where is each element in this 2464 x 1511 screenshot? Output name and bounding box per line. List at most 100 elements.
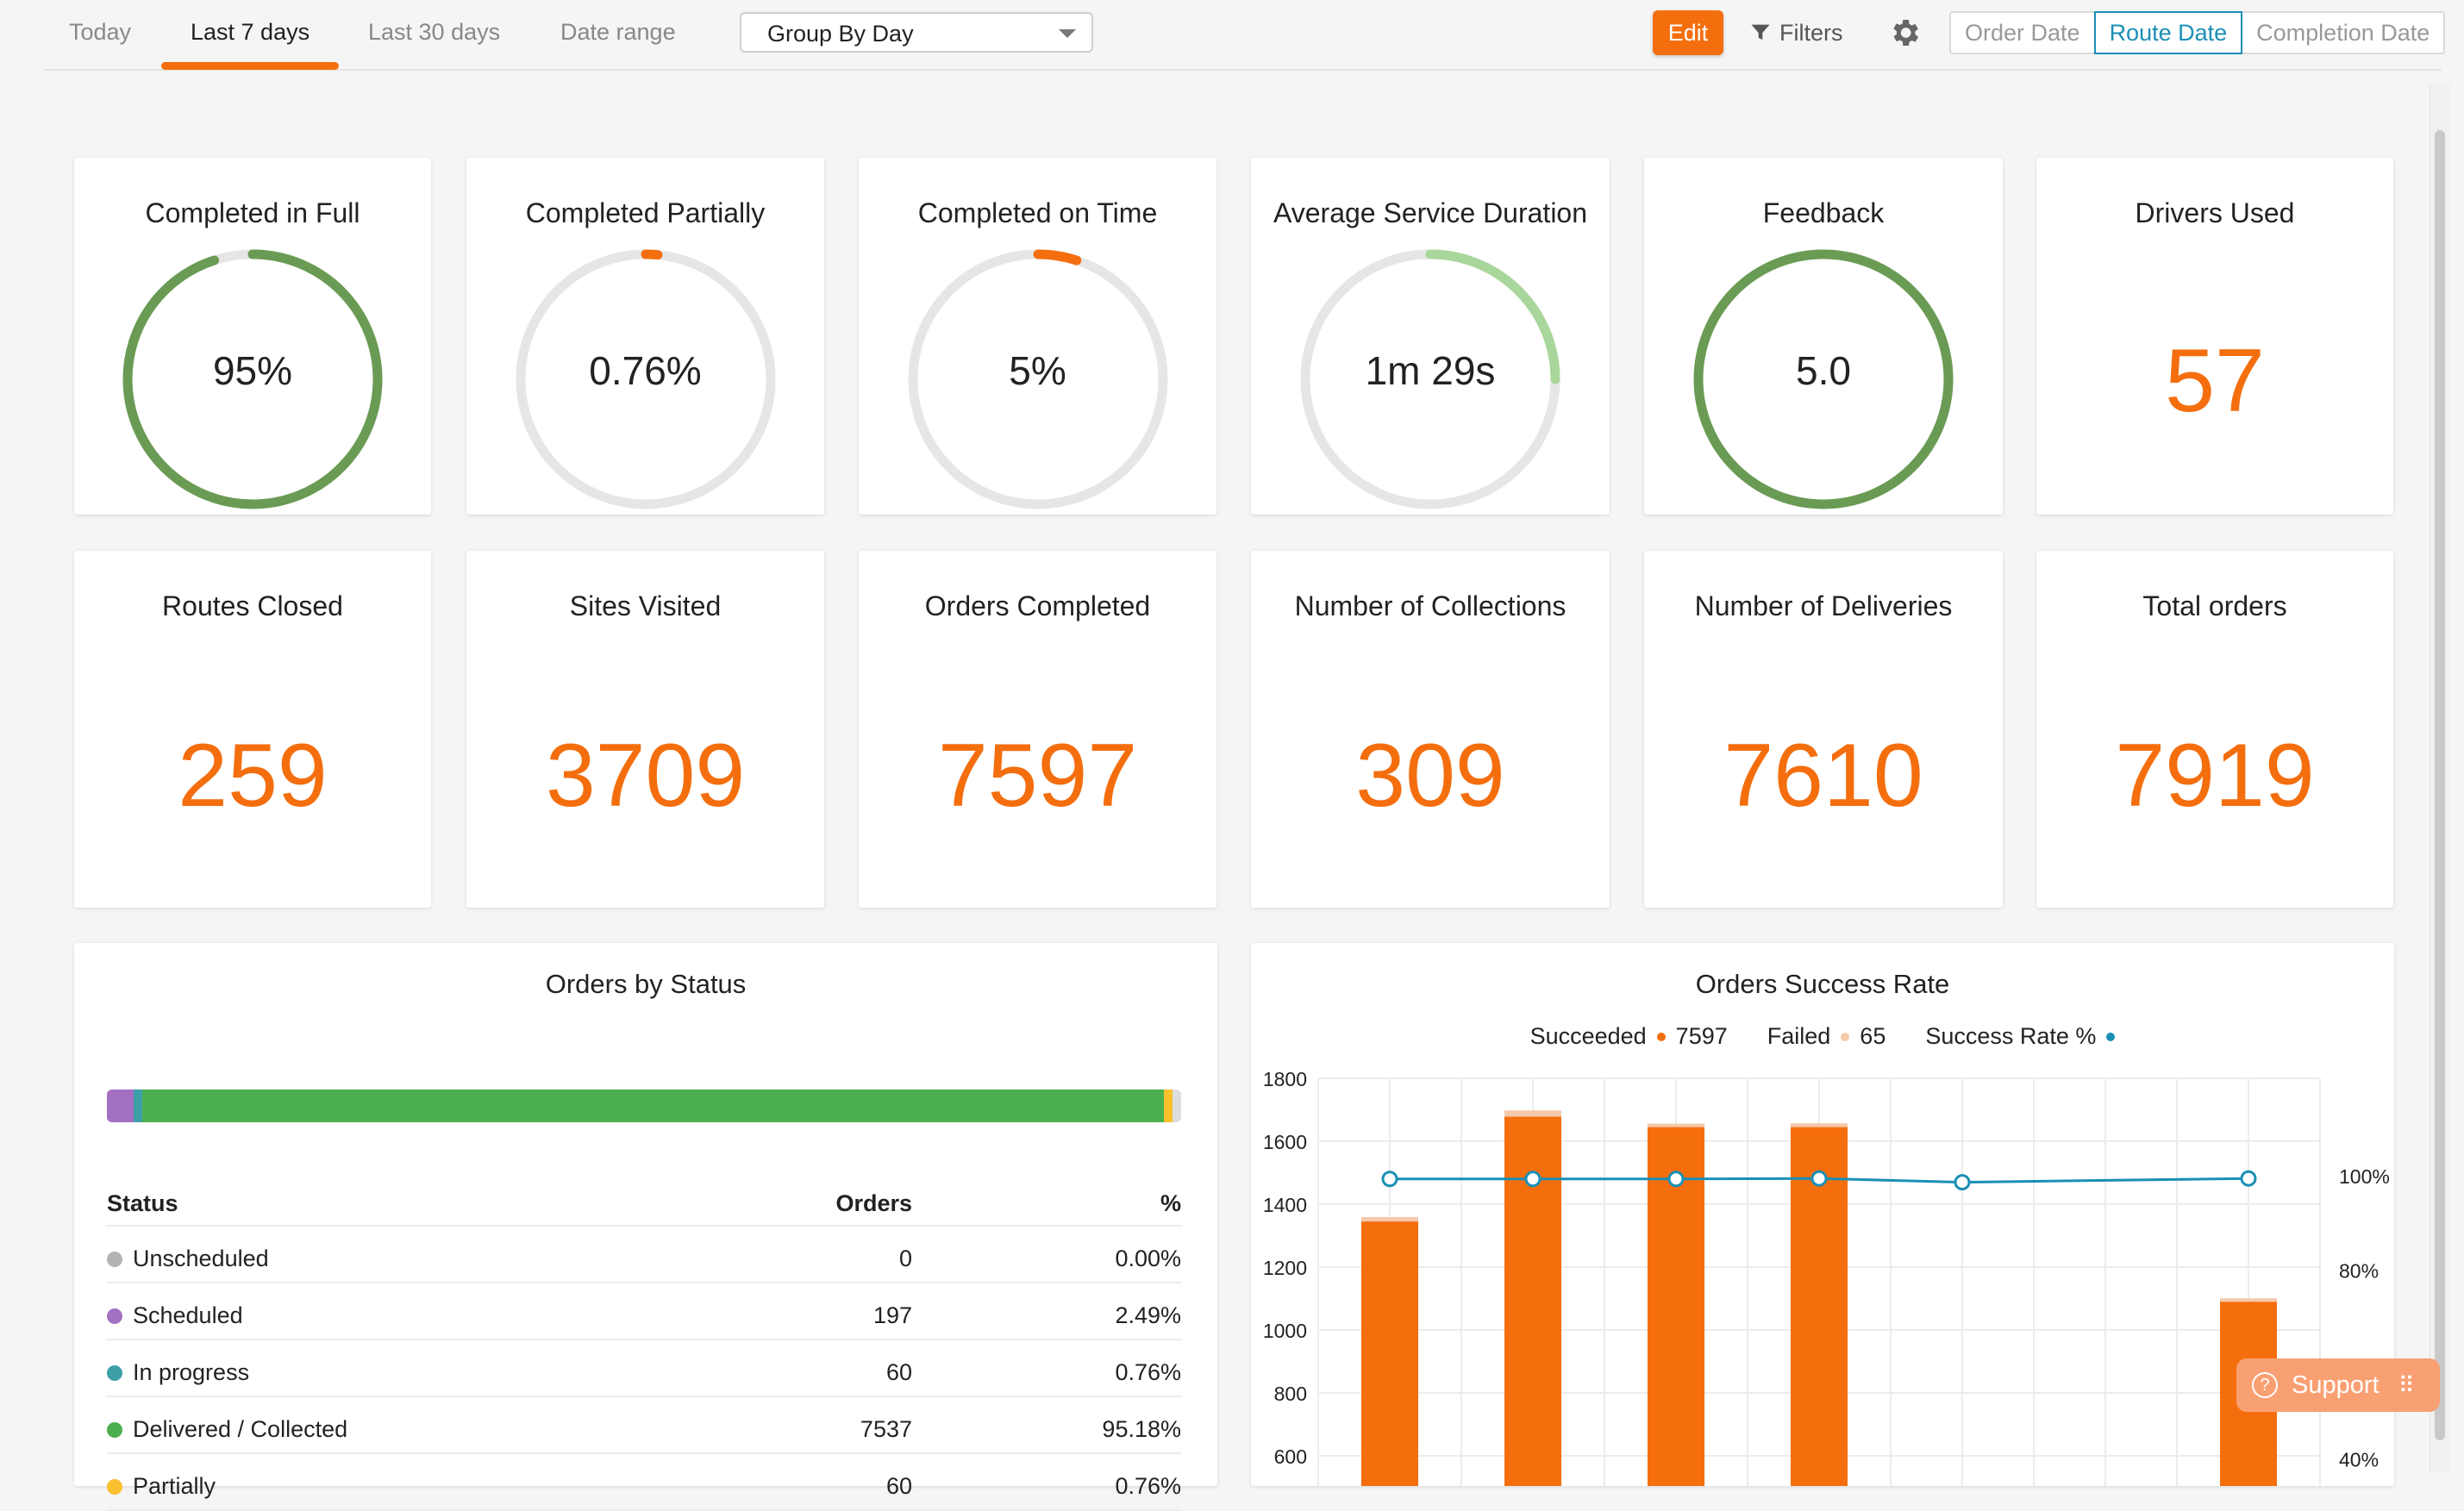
succeeded-bar[interactable] — [1791, 1127, 1848, 1486]
success-rate-point[interactable] — [2240, 1170, 2257, 1187]
tab-last-7-days[interactable]: Last 7 days — [191, 19, 310, 45]
gear-icon[interactable] — [1887, 16, 1922, 50]
feedback-gauge — [1693, 249, 1954, 509]
legend-item[interactable]: Success Rate % — [1925, 1023, 2116, 1050]
pct-cell: 0.76% — [1115, 1473, 1181, 1499]
gauge-arc — [1300, 249, 1560, 509]
group-by-select-value: Group By Day — [767, 21, 914, 47]
y-tick-label: 800 — [1274, 1383, 1307, 1405]
status-label: Partially — [133, 1473, 216, 1499]
orders-completed-card: Orders Completed 7597 — [859, 551, 1216, 908]
table-row: Scheduled 197 2.49% — [107, 1283, 1181, 1340]
card-title: Completed in Full — [145, 197, 360, 228]
card-title: Number of Deliveries — [1694, 590, 1953, 621]
drag-handle-icon[interactable]: ⠿ — [2398, 1371, 2415, 1398]
stat-value: 7919 — [2115, 726, 2315, 826]
stat-value: 309 — [1355, 726, 1505, 826]
legend-label: Succeeded — [1529, 1023, 1647, 1049]
legend-item[interactable]: Succeeded 7597 — [1530, 1023, 1728, 1050]
y2-tick-label: 40% — [2339, 1449, 2379, 1471]
failed-bar[interactable] — [1791, 1123, 1848, 1127]
status-label: Scheduled — [133, 1302, 243, 1328]
status-bar-segment — [107, 1090, 134, 1122]
success-rate-point[interactable] — [1381, 1171, 1398, 1188]
failed-bar[interactable] — [1361, 1216, 1418, 1222]
status-column-header: Status — [107, 1190, 178, 1216]
success-rate-point[interactable] — [1667, 1171, 1685, 1188]
succeeded-bar[interactable] — [1361, 1221, 1418, 1486]
failed-bar[interactable] — [1504, 1110, 1561, 1117]
card-title: Drivers Used — [2135, 197, 2295, 228]
stat-value: 7597 — [937, 726, 1138, 826]
y-tick-label: 1800 — [1263, 1068, 1307, 1090]
orders-cell: 60 — [885, 1359, 912, 1385]
tabs-divider — [45, 69, 2442, 71]
success-rate-point[interactable] — [1810, 1170, 1828, 1187]
status-rows: Unscheduled 0 0.00% Scheduled 197 2.49% In pro… — [107, 1227, 1181, 1511]
success-rate-point[interactable] — [1954, 1174, 1971, 1191]
scrollbar-thumb[interactable] — [2435, 130, 2445, 1440]
legend-dot — [1656, 1032, 1666, 1041]
chevron-down-icon — [1059, 29, 1076, 38]
completed-partially-card: Completed Partially 0.76% — [466, 158, 824, 515]
feedback-card: Feedback 5.0 — [1644, 158, 2003, 515]
status-cell: Delivered / Collected — [107, 1416, 347, 1443]
orders-cell: 197 — [872, 1302, 912, 1328]
gauge-value: 0.76% — [589, 348, 702, 393]
success-rate-line — [1390, 1177, 2249, 1184]
stat-value: 7610 — [1723, 726, 1923, 826]
success-rate-point[interactable] — [1524, 1171, 1542, 1188]
card-title: Number of Collections — [1294, 590, 1567, 621]
status-dot — [107, 1421, 122, 1438]
legend-value: 65 — [1860, 1023, 1886, 1049]
table-row: Delivered / Collected 7537 95.18% — [107, 1397, 1181, 1454]
filters-button[interactable]: Filters — [1748, 17, 1843, 48]
gauge-value: 95% — [212, 348, 293, 393]
gauge-value: 5.0 — [1796, 348, 1851, 393]
tab-today[interactable]: Today — [69, 19, 132, 45]
edit-button[interactable]: Edit — [1653, 10, 1723, 55]
status-table: Status Orders % Unscheduled 0 0.00% Schedul… — [107, 1171, 1181, 1511]
orders-cell: 0 — [898, 1246, 912, 1271]
status-label: Unscheduled — [133, 1246, 269, 1271]
card-title: Orders Completed — [924, 590, 1151, 621]
failed-bar[interactable] — [2220, 1298, 2277, 1302]
status-dot — [107, 1364, 122, 1381]
drivers-used-card: Drivers Used 57 — [2036, 158, 2393, 515]
table-row: Partially 60 0.76% — [107, 1454, 1181, 1511]
gauge-value: 5% — [1009, 348, 1066, 393]
page-scrollbar[interactable] — [2430, 83, 2449, 1472]
average-service-duration-gauge — [1300, 249, 1560, 509]
pct-column-header: % — [1160, 1190, 1181, 1216]
table-header: Status Orders % — [107, 1171, 1181, 1227]
status-dot — [107, 1308, 122, 1324]
help-icon: ? — [2252, 1372, 2278, 1398]
y2-tick-label: 80% — [2339, 1260, 2379, 1283]
legend-item[interactable]: Failed 65 — [1767, 1023, 1886, 1050]
orders-success-rate-card: Orders Success Rate Succeeded 7597 Failed 6… — [1251, 943, 2394, 1486]
card-title: Orders by Status — [545, 969, 747, 999]
support-label: Support — [2292, 1371, 2380, 1399]
group-by-select[interactable]: Group By Day — [740, 12, 1093, 53]
route-date-button[interactable]: Route Date — [2093, 11, 2243, 54]
legend-dot — [1841, 1032, 1850, 1041]
tab-last-30-days[interactable]: Last 30 days — [368, 19, 501, 45]
legend-value: 7597 — [1675, 1023, 1728, 1049]
failed-bar[interactable] — [1648, 1123, 1704, 1127]
tab-date-range[interactable]: Date range — [560, 19, 676, 45]
y-tick-label: 1000 — [1263, 1320, 1307, 1342]
drivers-used-value: 57 — [2165, 331, 2265, 431]
card-title: Routes Closed — [162, 590, 343, 621]
filters-label: Filters — [1779, 19, 1843, 46]
order-date-button[interactable]: Order Date — [1965, 19, 2080, 46]
completed-partially-gauge — [516, 249, 775, 509]
table-row: In progress 60 0.76% — [107, 1340, 1181, 1397]
number-of-deliveries-card: Number of Deliveries 7610 — [1644, 551, 2003, 908]
status-cell: Unscheduled — [107, 1246, 269, 1272]
support-button[interactable]: ? Support ⠿ — [2236, 1358, 2440, 1412]
legend-dot — [2106, 1032, 2116, 1041]
completion-date-button[interactable]: Completion Date — [2256, 19, 2430, 46]
gauge-arc — [1693, 249, 1954, 509]
status-cell: Scheduled — [107, 1302, 243, 1329]
top-toolbar: Today Last 7 days Last 30 days Date rang… — [0, 0, 2464, 71]
